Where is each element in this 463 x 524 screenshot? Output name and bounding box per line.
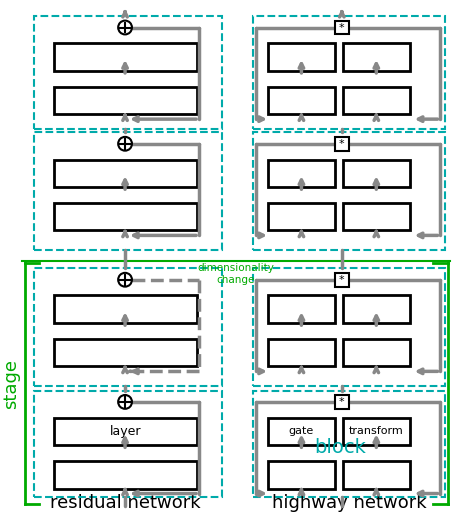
- FancyBboxPatch shape: [342, 43, 409, 71]
- Text: residual network: residual network: [50, 494, 200, 512]
- FancyBboxPatch shape: [54, 203, 197, 231]
- FancyBboxPatch shape: [342, 203, 409, 231]
- Circle shape: [118, 137, 131, 151]
- FancyBboxPatch shape: [54, 43, 197, 71]
- Text: highway network: highway network: [272, 494, 426, 512]
- FancyBboxPatch shape: [267, 203, 334, 231]
- Circle shape: [118, 20, 131, 35]
- FancyBboxPatch shape: [54, 296, 197, 323]
- Text: block: block: [313, 438, 365, 457]
- FancyBboxPatch shape: [342, 461, 409, 488]
- FancyBboxPatch shape: [54, 86, 197, 114]
- FancyBboxPatch shape: [267, 86, 334, 114]
- FancyBboxPatch shape: [342, 159, 409, 187]
- FancyBboxPatch shape: [267, 461, 334, 488]
- Text: *: *: [338, 275, 344, 285]
- FancyBboxPatch shape: [54, 418, 197, 445]
- FancyBboxPatch shape: [334, 137, 348, 151]
- FancyBboxPatch shape: [267, 43, 334, 71]
- Circle shape: [118, 395, 131, 409]
- FancyBboxPatch shape: [54, 461, 197, 488]
- FancyBboxPatch shape: [267, 159, 334, 187]
- FancyBboxPatch shape: [334, 20, 348, 35]
- FancyBboxPatch shape: [54, 159, 197, 187]
- FancyBboxPatch shape: [342, 418, 409, 445]
- FancyBboxPatch shape: [54, 339, 197, 366]
- Text: transform: transform: [348, 427, 403, 436]
- FancyBboxPatch shape: [342, 296, 409, 323]
- Text: stage: stage: [2, 359, 19, 409]
- Text: gate: gate: [288, 427, 313, 436]
- FancyBboxPatch shape: [334, 273, 348, 287]
- FancyBboxPatch shape: [342, 86, 409, 114]
- FancyBboxPatch shape: [334, 395, 348, 409]
- Text: *: *: [338, 23, 344, 32]
- Circle shape: [118, 273, 131, 287]
- Text: dimensionality
change: dimensionality change: [197, 263, 273, 285]
- Text: layer: layer: [110, 425, 141, 438]
- FancyBboxPatch shape: [267, 418, 334, 445]
- Text: *: *: [338, 139, 344, 149]
- FancyBboxPatch shape: [267, 296, 334, 323]
- FancyBboxPatch shape: [342, 339, 409, 366]
- Text: *: *: [338, 397, 344, 407]
- FancyBboxPatch shape: [267, 339, 334, 366]
